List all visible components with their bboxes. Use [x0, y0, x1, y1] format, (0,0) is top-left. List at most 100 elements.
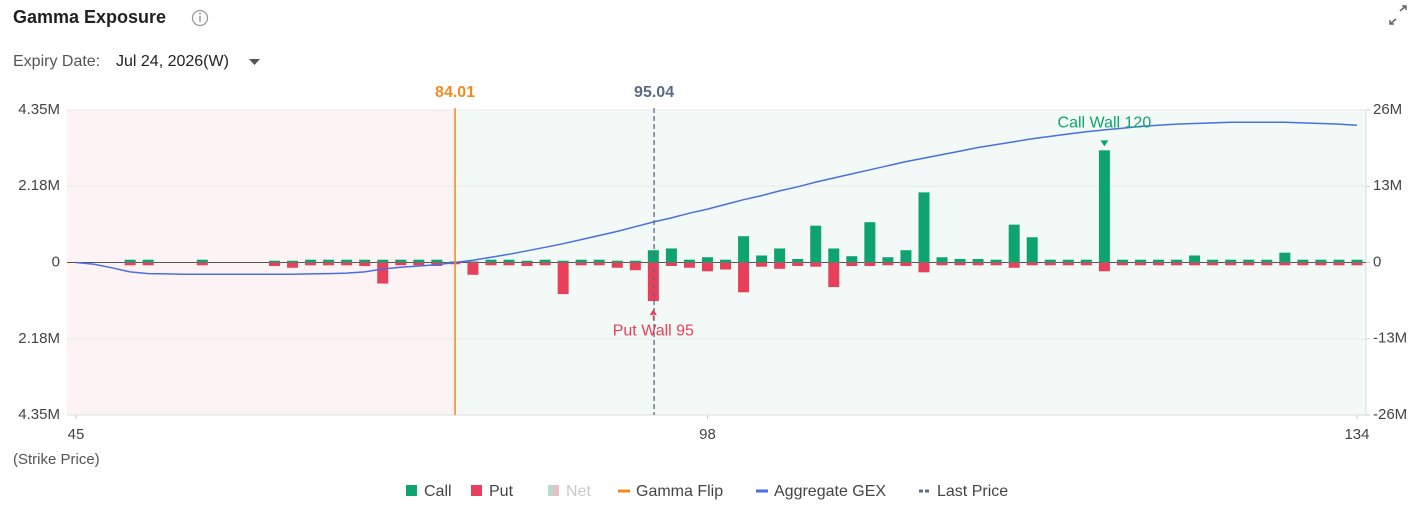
bar	[1153, 259, 1165, 263]
bar	[268, 262, 280, 267]
bar	[467, 261, 479, 263]
legend-item[interactable]: Call	[406, 483, 452, 500]
bar	[503, 262, 515, 266]
bar	[918, 262, 930, 273]
expiry-label: Expiry Date:	[13, 53, 100, 70]
info-icon[interactable]	[191, 9, 209, 27]
bar	[1098, 150, 1110, 263]
bar	[268, 260, 280, 263]
bar	[810, 225, 822, 263]
bar	[1297, 262, 1309, 266]
bar	[665, 248, 677, 263]
bar	[431, 259, 443, 263]
bar	[1062, 259, 1074, 263]
bar	[539, 262, 551, 266]
bar	[413, 259, 425, 263]
bar	[1080, 262, 1092, 266]
bar	[503, 259, 515, 263]
x-axis-title: (Strike Price)	[13, 451, 100, 468]
bar	[647, 250, 659, 263]
bar	[1026, 237, 1038, 263]
bar	[1080, 259, 1092, 263]
bar	[557, 262, 569, 295]
put-wall-marker	[649, 309, 657, 321]
bar	[1225, 262, 1237, 266]
y2-tick-label: 0	[1373, 253, 1381, 270]
bar	[1134, 259, 1146, 263]
bar	[738, 262, 750, 293]
bar	[323, 262, 335, 266]
legend-item[interactable]: Gamma Flip	[618, 483, 723, 500]
bar	[1351, 259, 1363, 263]
bar	[665, 262, 677, 267]
bar	[539, 259, 551, 263]
bar	[990, 262, 1002, 266]
bar	[575, 259, 587, 263]
bar	[485, 262, 497, 266]
bar	[738, 236, 750, 263]
bar	[792, 262, 804, 267]
bar	[196, 262, 208, 266]
bar	[395, 262, 407, 266]
bar	[1261, 262, 1273, 266]
bar	[521, 260, 533, 263]
put-wall-label: Put Wall 95	[613, 322, 694, 339]
bar	[1243, 259, 1255, 263]
bar	[1279, 252, 1291, 263]
bar	[900, 262, 912, 267]
legend-item[interactable]: Net	[548, 483, 591, 500]
chart-title: Gamma Exposure	[13, 7, 166, 27]
bar	[1026, 262, 1038, 266]
bar	[792, 258, 804, 263]
bar	[954, 258, 966, 263]
bar	[467, 262, 479, 275]
bar	[936, 262, 948, 266]
bar	[124, 259, 136, 263]
bar	[1153, 262, 1165, 266]
y-tick-label: 0	[52, 253, 60, 270]
bar	[683, 262, 695, 268]
bar	[846, 256, 858, 263]
bar	[1062, 262, 1074, 266]
bar	[1207, 259, 1219, 263]
bar	[720, 259, 732, 263]
bar	[900, 250, 912, 263]
bar	[1333, 262, 1345, 266]
bar	[647, 262, 659, 302]
bar	[196, 259, 208, 263]
bar	[1134, 262, 1146, 266]
bar	[864, 222, 876, 263]
bar	[701, 262, 713, 272]
bar	[701, 257, 713, 263]
bar	[629, 260, 641, 263]
expiry-select[interactable]: Jul 24, 2026(W)	[116, 53, 229, 70]
bar	[629, 262, 641, 271]
bar	[774, 262, 786, 269]
bar	[341, 259, 353, 263]
bar	[683, 259, 695, 263]
bar	[359, 262, 371, 267]
bar	[1315, 259, 1327, 263]
bar	[1225, 259, 1237, 263]
bar	[972, 262, 984, 266]
bar	[1189, 255, 1201, 263]
legend-item[interactable]: Put	[471, 483, 514, 500]
legend-item[interactable]: Last Price	[919, 483, 1008, 500]
legend-swatch	[406, 485, 417, 496]
bar	[936, 257, 948, 263]
bar	[1189, 262, 1201, 266]
bar	[1207, 262, 1219, 266]
bar	[990, 259, 1002, 263]
bar	[413, 262, 425, 266]
x-tick-label: 98	[699, 426, 716, 443]
expand-icon[interactable]	[1389, 5, 1407, 25]
bar	[377, 262, 389, 284]
bar	[323, 259, 335, 263]
legend-swatch	[548, 485, 554, 496]
legend-item[interactable]: Aggregate GEX	[756, 483, 886, 500]
bar	[1333, 259, 1345, 263]
dropdown-arrow[interactable]	[249, 59, 260, 65]
bar	[1171, 259, 1183, 263]
